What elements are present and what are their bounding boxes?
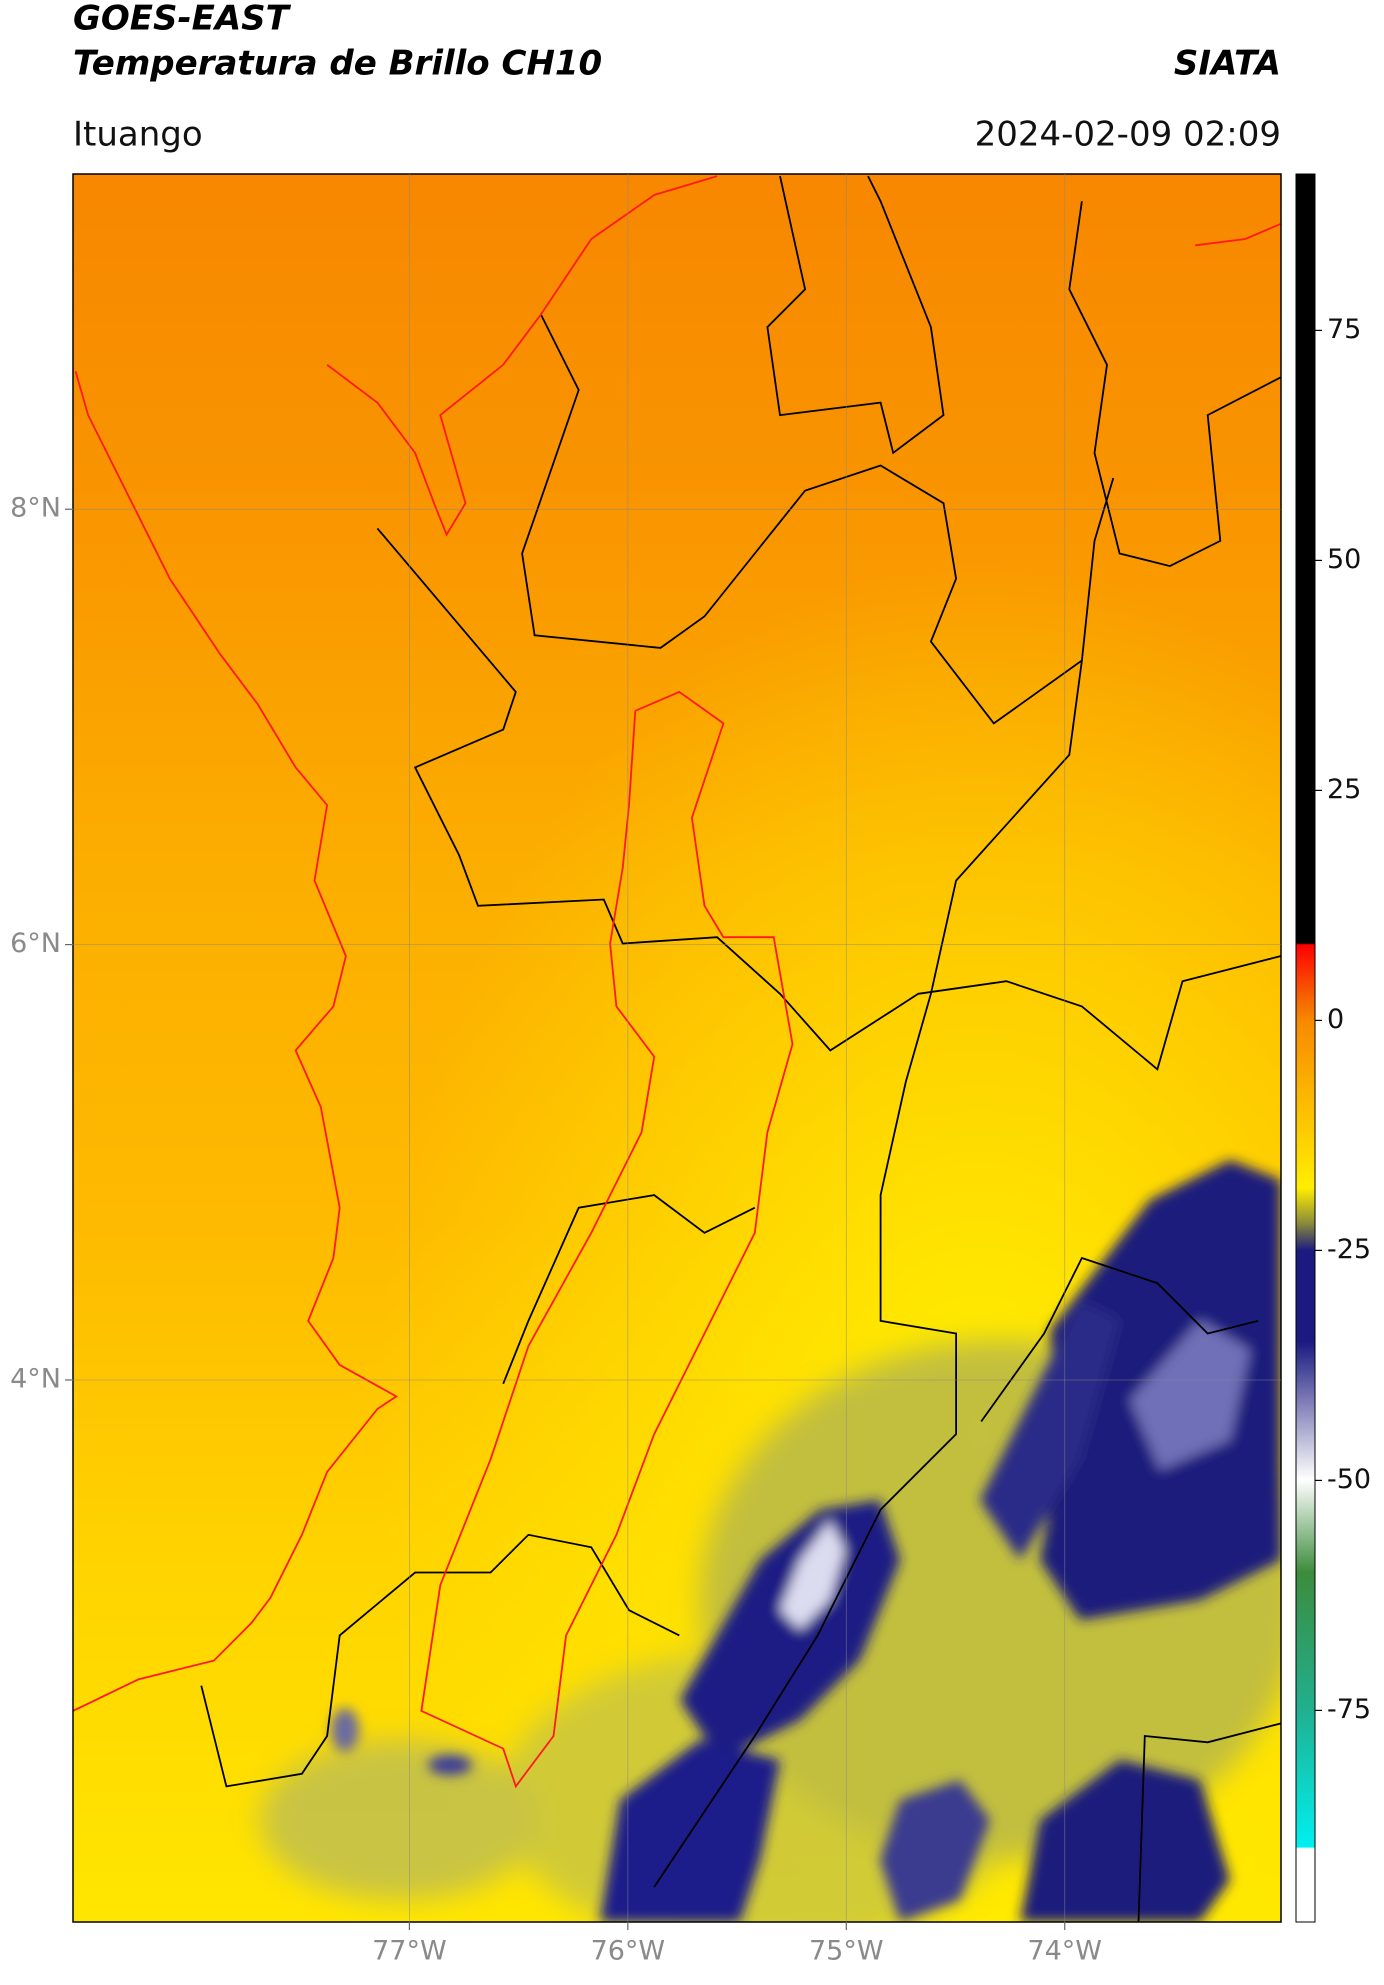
colorbar-tick-label: -75: [1327, 1694, 1371, 1725]
coastline: [73, 370, 399, 1712]
y-tick-label: 4°N: [10, 1363, 61, 1394]
border: [980, 1256, 1259, 1423]
brand: SIATA: [1174, 44, 1281, 84]
x-tick-label: 77°W: [372, 1936, 447, 1967]
map-image: [73, 174, 1281, 1922]
colorbar-tick-label: 75: [1327, 314, 1361, 345]
map-frame: [72, 173, 1282, 1923]
border: [1137, 1722, 1281, 1922]
colorbar-tick-label: 0: [1327, 1004, 1344, 1035]
border: [200, 1533, 680, 1788]
x-tick-label: 75°W: [809, 1936, 884, 1967]
border: [653, 660, 1083, 1888]
location: Ituango: [73, 115, 203, 155]
coastline: [1194, 223, 1281, 247]
y-tick-label: 8°N: [10, 493, 61, 524]
x-tick-label: 74°W: [1027, 1936, 1102, 1967]
border: [1068, 201, 1281, 568]
colorbar: [1295, 173, 1316, 1923]
x-tick-label: 76°W: [591, 1936, 666, 1967]
basin-outline: [420, 690, 794, 1789]
subtitle: Temperatura de Brillo CH10: [73, 44, 602, 84]
border: [766, 175, 945, 455]
border: [376, 527, 1281, 1071]
timestamp: 2024-02-09 02:09: [975, 115, 1281, 155]
title: GOES-EAST: [73, 0, 292, 39]
colorbar-tick-label: 25: [1327, 774, 1361, 805]
y-tick-label: 6°N: [10, 928, 61, 959]
border: [502, 1194, 756, 1385]
border: [521, 314, 1115, 725]
coastline: [326, 175, 718, 537]
colorbar-tick-label: -25: [1327, 1234, 1371, 1265]
colorbar-tick-label: -50: [1327, 1464, 1371, 1495]
colorbar-tick-label: 50: [1327, 544, 1361, 575]
